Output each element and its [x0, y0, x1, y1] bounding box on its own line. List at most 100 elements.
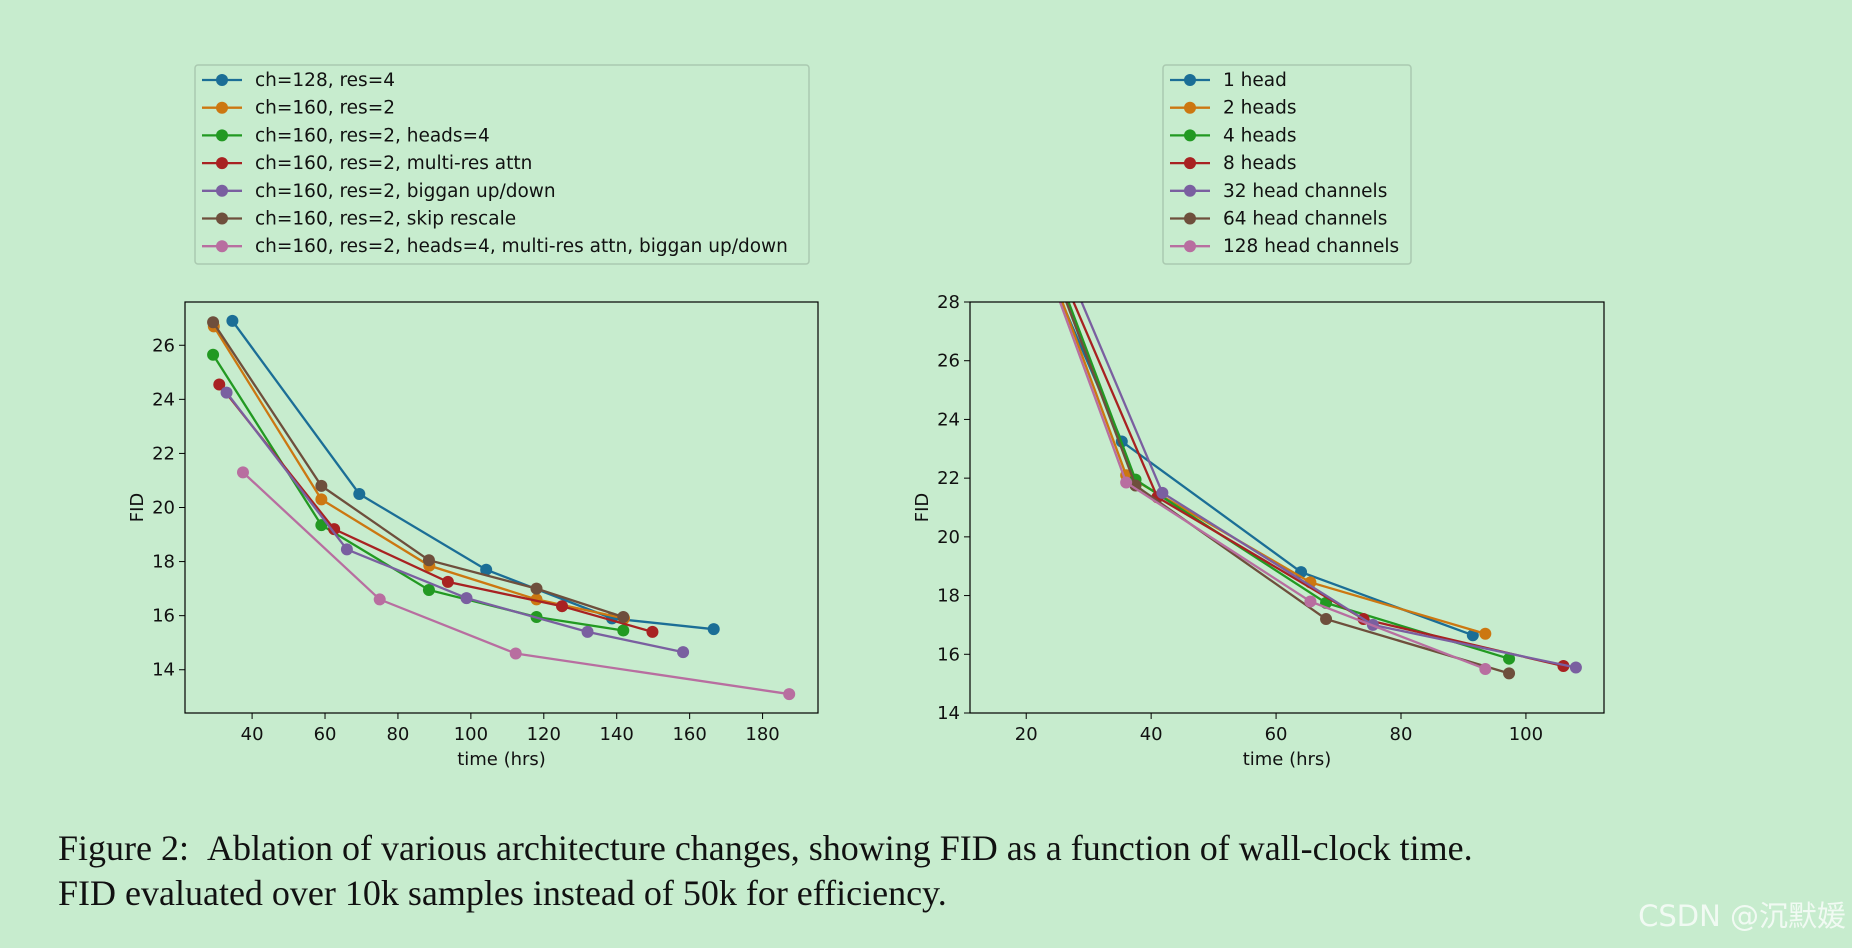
legend-box [194, 64, 810, 265]
legend-item: 2 heads [1170, 98, 1296, 119]
data-point [1503, 667, 1516, 680]
legend-2: 1 head 2 heads 4 heads 8 heads 32 head chann… [1162, 64, 1412, 265]
axes-frame [969, 301, 1605, 714]
legend-marker [1184, 74, 1196, 86]
y-tick-label: 16 [937, 644, 960, 665]
series-line [218, 383, 653, 633]
data-point [530, 582, 543, 595]
y-tick-label: 24 [937, 409, 960, 430]
legend-item: 32 head channels [1170, 181, 1387, 202]
legend-marker [1184, 212, 1196, 225]
y-tick-label: 26 [937, 351, 960, 372]
legend-item: ch=160, res=2, multi-res attn [202, 153, 532, 174]
data-point [509, 647, 522, 660]
legend-box [1162, 64, 1412, 265]
legend-marker [1184, 129, 1196, 142]
y-tick-label: 26 [152, 335, 175, 356]
caption-line-1: Figure 2: Ablation of various architectu… [58, 828, 1473, 868]
y-tick-label: 22 [152, 443, 175, 464]
legend-item: ch=160, res=2, heads=4 [202, 125, 490, 146]
series-line [212, 354, 624, 632]
data-point [617, 624, 630, 637]
data-point [340, 543, 353, 556]
data-point [617, 611, 630, 624]
legend-item: ch=128, res=4 [202, 70, 395, 91]
legend-label: 8 heads [1223, 153, 1296, 174]
data-point [1008, 164, 1020, 176]
legend-marker [1184, 240, 1196, 253]
legend-label: ch=160, res=2, skip rescale [255, 209, 516, 230]
data-point [1008, 170, 1020, 182]
data-point [556, 600, 569, 613]
data-point [328, 523, 341, 536]
data-point [1569, 661, 1582, 674]
legend-item: ch=160, res=2 [202, 98, 395, 119]
data-point [581, 625, 594, 638]
data-point [1129, 479, 1142, 492]
y-tick-label: 14 [152, 660, 175, 681]
series-line [212, 325, 625, 620]
y-tick-label: 20 [152, 498, 175, 519]
series-4 [1023, 193, 1570, 673]
legend-marker [216, 212, 228, 225]
series-5 [220, 386, 690, 659]
y-tick-label: 16 [152, 606, 175, 627]
x-tick-label: 20 [1015, 724, 1038, 745]
x-tick-label: 60 [1265, 724, 1288, 745]
chart-1: 40 60 80 100 120 140 160 180 14 16 18 20 22 24 26 time … [127, 301, 819, 770]
watermark: CSDN @沉默媛 [1638, 899, 1846, 933]
data-point [315, 479, 328, 492]
figure-caption: Figure 2: Ablation of various architectu… [58, 826, 1473, 916]
x-tick-label: 140 [600, 724, 634, 745]
data-point [1156, 486, 1169, 499]
data-point [460, 592, 473, 605]
y-tick-label: 18 [152, 552, 175, 573]
x-tick-label: 160 [672, 724, 706, 745]
x-tick-label: 80 [386, 724, 409, 745]
legend-item: ch=160, res=2, biggan up/down [202, 181, 556, 202]
x-tick-label: 40 [1140, 724, 1163, 745]
plot-area [1008, 164, 1582, 680]
legend-label: 4 heads [1223, 125, 1296, 146]
legend-item: ch=160, res=2, skip rescale [202, 209, 516, 230]
data-point [207, 316, 220, 329]
legend-label: 1 head [1223, 70, 1287, 91]
x-tick-label: 100 [1509, 724, 1543, 745]
legend-1: ch=128, res=4 ch=160, res=2 ch=160, res=2,… [194, 64, 810, 265]
legend-item: 1 head [1170, 70, 1287, 91]
legend-label: ch=160, res=2, heads=4 [255, 125, 490, 146]
legend-item: 128 head channels [1170, 236, 1399, 257]
data-point [1479, 662, 1492, 675]
x-tick-label: 80 [1390, 724, 1413, 745]
legend-label: ch=160, res=2 [255, 98, 395, 119]
data-point [1013, 164, 1025, 176]
series-line [1072, 302, 1564, 668]
series-3 [207, 348, 630, 637]
data-point [1013, 170, 1025, 182]
legend-marker [216, 157, 228, 170]
data-point [677, 646, 690, 659]
y-axis-label: FID [127, 493, 148, 523]
data-point [1304, 595, 1317, 608]
data-point [373, 593, 386, 606]
x-axis-label: time (hrs) [1243, 749, 1332, 770]
series-line [212, 321, 624, 619]
y-tick-label: 24 [152, 389, 175, 410]
data-point [1466, 629, 1479, 642]
data-point [783, 688, 796, 701]
legend-marker [1184, 157, 1196, 170]
series-6 [207, 316, 630, 624]
legend-marker [216, 184, 228, 197]
data-point [213, 378, 226, 391]
series-line [242, 471, 790, 696]
legend-item: ch=160, res=2, heads=4, multi-res attn, … [202, 236, 788, 257]
legend-marker [1184, 184, 1196, 197]
legend-marker [1184, 101, 1196, 114]
data-point [207, 348, 220, 361]
data-point [1503, 652, 1516, 665]
data-point [1320, 613, 1333, 626]
data-point [1023, 193, 1035, 205]
legend-label: ch=128, res=4 [255, 70, 395, 91]
legend-item: 8 heads [1170, 153, 1296, 174]
